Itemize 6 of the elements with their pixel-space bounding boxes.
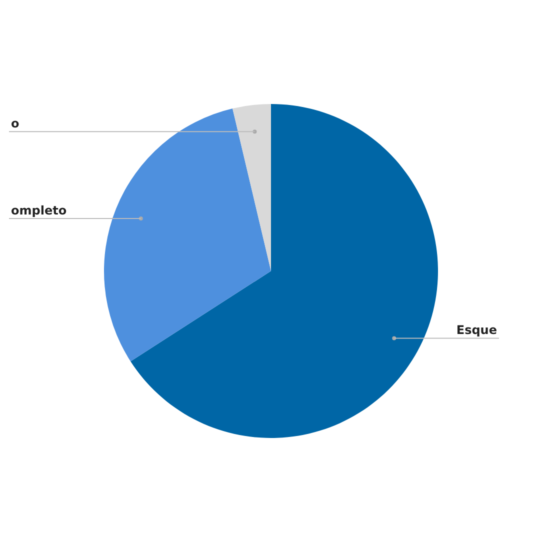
slice-label: Esque	[456, 323, 497, 338]
pie-slice	[130, 104, 438, 438]
slice-label: ompleto	[11, 204, 67, 218]
pie-slice	[104, 108, 271, 362]
slice-label: o	[11, 116, 20, 131]
pie-slice	[232, 104, 271, 271]
